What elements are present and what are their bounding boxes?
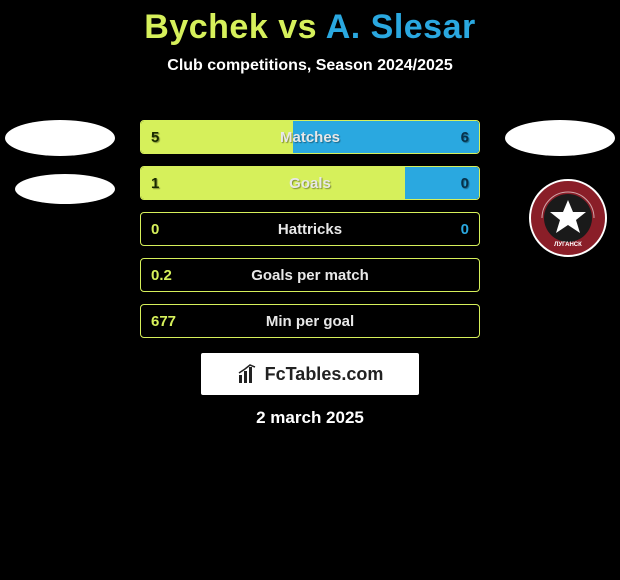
date-text: 2 march 2025 <box>0 408 620 428</box>
brand-box[interactable]: FcTables.com <box>201 353 419 395</box>
stat-row: 56Matches <box>140 120 480 154</box>
player2-name: A. Slesar <box>326 8 476 46</box>
player2-avatar-placeholder <box>505 120 615 156</box>
svg-text:ЛУГАНСК: ЛУГАНСК <box>554 242 582 248</box>
player1-club-placeholder <box>15 174 115 204</box>
stat-row: 0.2Goals per match <box>140 258 480 292</box>
stat-label: Hattricks <box>141 213 479 245</box>
player2-club-badge: ЛУГАНСК <box>528 178 608 258</box>
stat-row: 10Goals <box>140 166 480 200</box>
brand-text: FcTables.com <box>265 364 384 385</box>
vs-text: vs <box>278 8 317 46</box>
comparison-title: Bychek vs A. Slesar <box>0 0 620 47</box>
club-badge-icon: ЛУГАНСК <box>528 178 608 258</box>
stat-row: 677Min per goal <box>140 304 480 338</box>
stat-label: Goals per match <box>141 259 479 291</box>
chart-icon <box>237 363 259 385</box>
stat-label: Goals <box>141 167 479 199</box>
stat-label: Min per goal <box>141 305 479 337</box>
player1-avatar-placeholder <box>5 120 115 156</box>
stat-label: Matches <box>141 121 479 153</box>
stats-container: 56Matches 10Goals 00Hattricks 0.2Goals per … <box>140 120 480 350</box>
player1-name: Bychek <box>144 8 268 46</box>
stat-row: 00Hattricks <box>140 212 480 246</box>
subtitle: Club competitions, Season 2024/2025 <box>0 57 620 75</box>
